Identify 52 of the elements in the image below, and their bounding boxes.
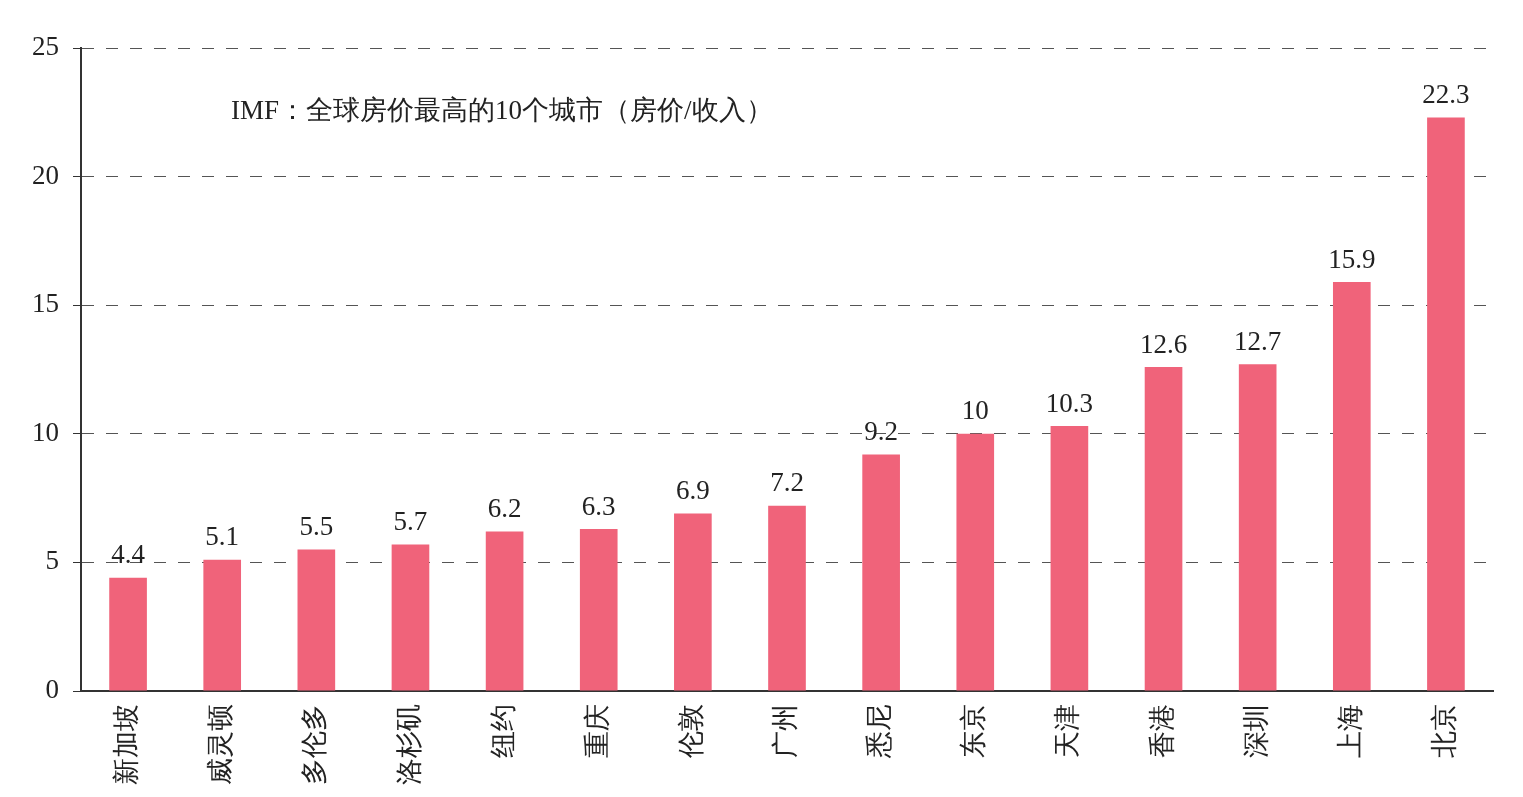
x-tick-label: 悉尼: [864, 704, 895, 759]
bar: [862, 454, 900, 691]
x-tick-label: 香港: [1146, 704, 1177, 758]
y-tick-label: 10: [32, 416, 59, 447]
x-tick-label: 深圳: [1240, 704, 1271, 758]
y-tick-label: 20: [32, 159, 59, 190]
x-tick-label: 天津: [1052, 704, 1083, 758]
x-tick-label: 洛杉矶: [393, 704, 424, 785]
x-tick-label: 伦敦: [675, 704, 706, 758]
bar: [1238, 364, 1277, 691]
text: IMF：全球房价最高的10个城市（房价/收入）: [231, 95, 773, 126]
bar: [1332, 282, 1371, 691]
x-tick-label: 新加坡: [111, 704, 142, 785]
bar: [485, 531, 524, 691]
x-tick-label: 上海: [1334, 704, 1365, 758]
data-label: 6.3: [581, 490, 616, 521]
data-label: 10.3: [1045, 387, 1094, 418]
y-tick-label: 0: [45, 674, 59, 705]
x-tick-label: 威灵顿: [205, 704, 236, 785]
data-label: 9.2: [864, 415, 899, 446]
data-label: 6.2: [487, 493, 522, 524]
data-label: 22.3: [1422, 79, 1470, 110]
bar: [956, 433, 995, 691]
bar: [1427, 117, 1465, 691]
data-label: 12.6: [1139, 328, 1188, 359]
bar: [579, 528, 618, 691]
data-label: 7.2: [770, 467, 804, 498]
bar: [674, 513, 712, 691]
data-label: 10: [961, 395, 989, 426]
bar: [768, 505, 806, 691]
data-label: 12.7: [1234, 325, 1282, 356]
bar: [1050, 426, 1089, 691]
bar: [297, 549, 336, 691]
data-label: 5.1: [205, 521, 240, 552]
data-label: 6.9: [675, 475, 710, 506]
x-tick-label: 多伦多: [299, 704, 330, 785]
bar: [1144, 366, 1183, 691]
bar: [391, 544, 430, 691]
x-tick-label: 纽约: [487, 704, 518, 758]
y-tick-label: 15: [32, 288, 59, 319]
data-label: 4.4: [111, 539, 146, 570]
x-tick-label: 北京: [1429, 704, 1460, 758]
data-label: 15.9: [1328, 243, 1376, 274]
y-tick-label: 5: [45, 545, 59, 576]
bar: [203, 559, 242, 691]
x-tick-label: 重庆: [581, 704, 612, 758]
y-tick-label: 25: [32, 31, 59, 62]
data-label: 5.7: [393, 505, 428, 536]
bar: [109, 577, 147, 691]
data-label: 5.5: [299, 511, 334, 542]
x-tick-label: 东京: [958, 704, 989, 758]
x-tick-label: 广州: [770, 704, 801, 758]
